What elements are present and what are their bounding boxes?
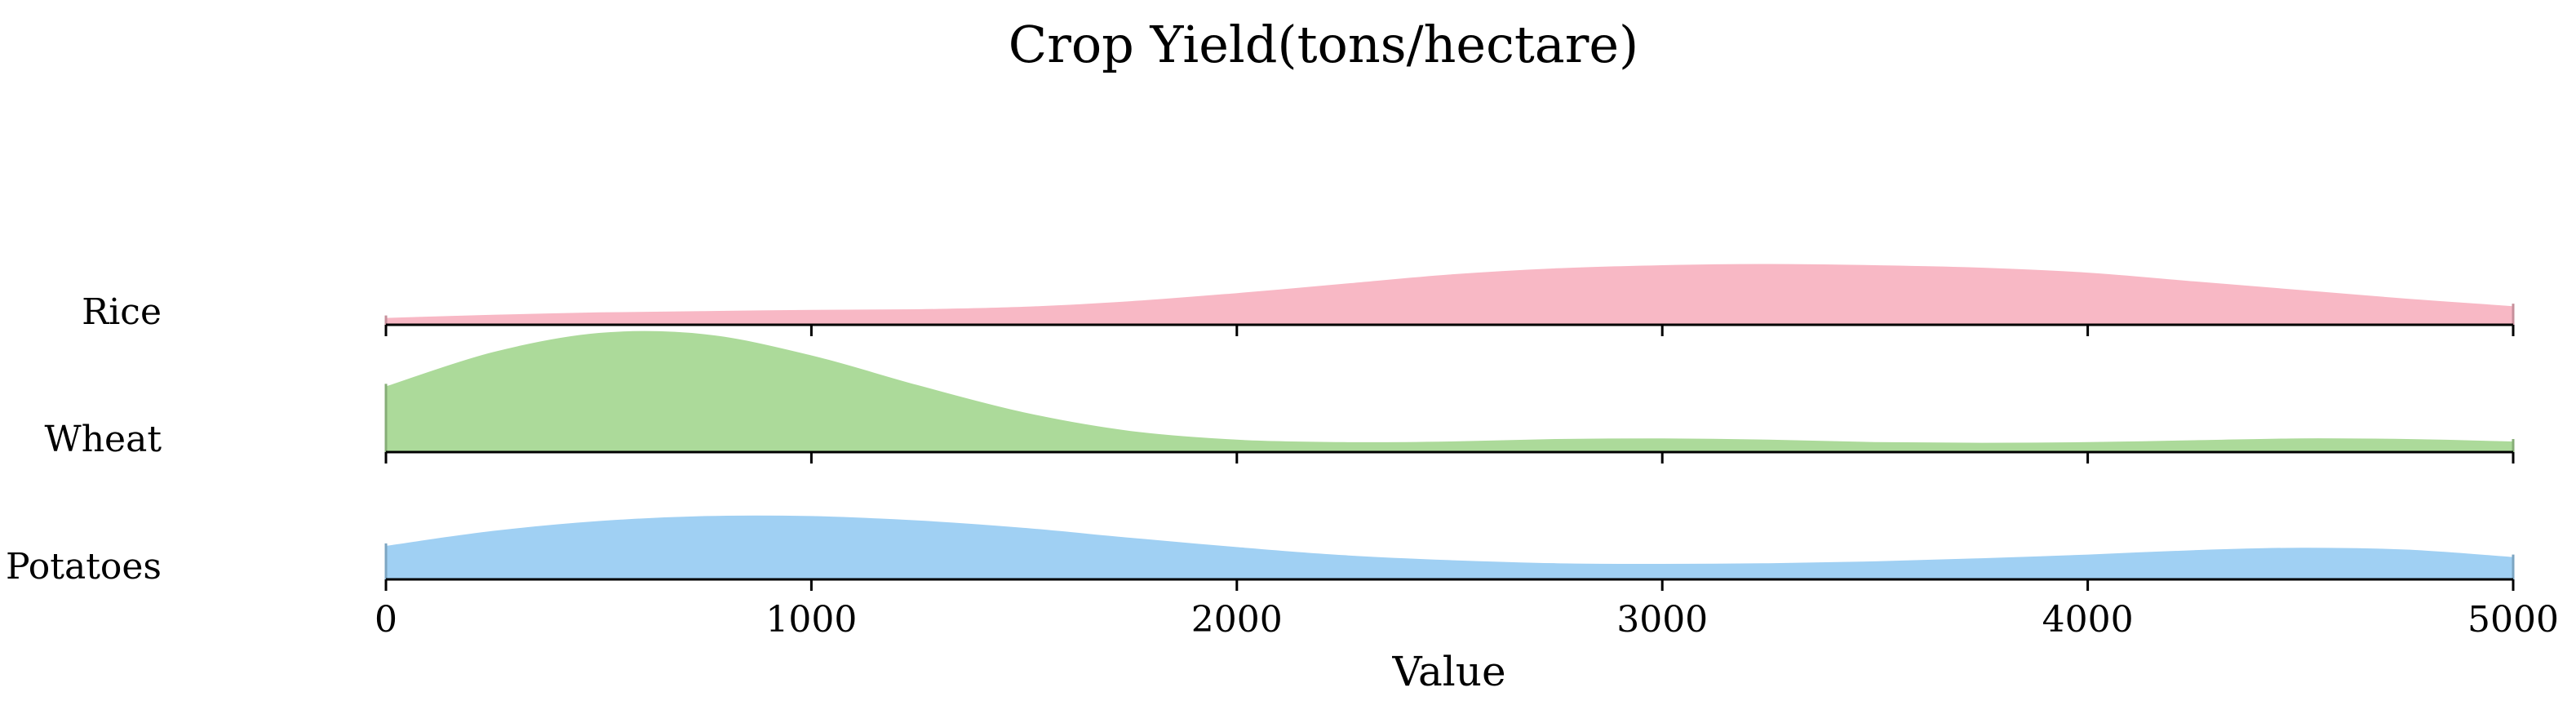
x-tick-label: 1000	[765, 599, 857, 641]
axes-group: Rice Wheat Potatoes 0 1000 2000 3000 4000 5000	[6, 291, 2559, 641]
x-tick-label: 0	[375, 599, 397, 641]
ridge-outline-potatoes	[385, 510, 2514, 565]
row-label-potatoes: Potatoes	[6, 546, 162, 588]
x-tick-label: 3000	[1616, 599, 1708, 641]
ridge-area-wheat	[386, 328, 2513, 452]
chart-title: Crop Yield(tons/hectare)	[1009, 15, 1639, 74]
x-tick-label: 4000	[2042, 599, 2134, 641]
row-label-wheat: Wheat	[44, 419, 162, 460]
x-tick-label: 2000	[1191, 599, 1283, 641]
row-label-rice: Rice	[82, 291, 162, 333]
ridges-group	[384, 259, 2515, 579]
ridge-outline-rice	[385, 259, 2514, 318]
ridge-outline-wheat	[385, 326, 2514, 443]
ridge-area-potatoes	[386, 512, 2513, 579]
x-axis-label: Value	[1391, 648, 1505, 695]
x-tick-label: 5000	[2467, 599, 2559, 641]
